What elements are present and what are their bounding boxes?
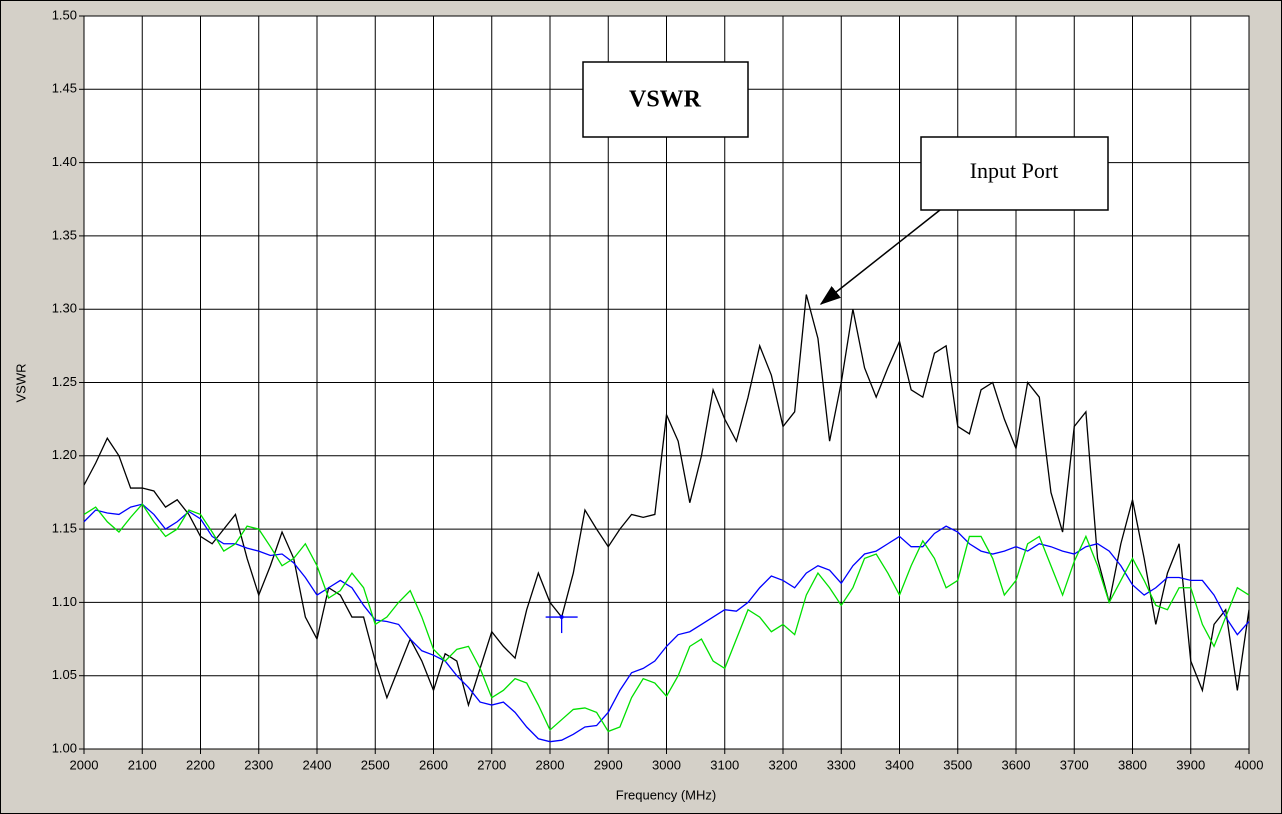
- x-tick-label: 3400: [885, 757, 914, 772]
- x-tick-label: 3100: [710, 757, 739, 772]
- y-tick-label: 1.00: [52, 740, 77, 755]
- x-tick-label: 2200: [186, 757, 215, 772]
- cursor-point: [559, 615, 564, 620]
- y-tick-label: 1.25: [52, 374, 77, 389]
- x-tick-label: 3300: [827, 757, 856, 772]
- annotation-arrow: [819, 209, 941, 305]
- title-box: [582, 61, 749, 138]
- y-tick-label: 1.10: [52, 594, 77, 609]
- series-line: [83, 294, 1250, 708]
- y-tick-label: 1.35: [52, 227, 77, 242]
- annotation-box: [920, 136, 1109, 211]
- x-axis-label: Frequency (MHz): [616, 787, 716, 802]
- x-tick-label: 3800: [1118, 757, 1147, 772]
- x-tick-label: 4000: [1235, 757, 1264, 772]
- y-tick-label: 1.15: [52, 521, 77, 536]
- x-tick-label: 3500: [943, 757, 972, 772]
- x-tick-label: 2400: [303, 757, 332, 772]
- x-tick-label: 3000: [652, 757, 681, 772]
- x-tick-label: 2600: [419, 757, 448, 772]
- x-tick-label: 2500: [361, 757, 390, 772]
- x-tick-label: 2100: [128, 757, 157, 772]
- y-axis-label: VSWR: [13, 364, 28, 403]
- y-tick-label: 1.30: [52, 301, 77, 316]
- annotation-text: Input Port: [970, 158, 1059, 183]
- x-tick-label: 2900: [594, 757, 623, 772]
- x-tick-label: 3600: [1002, 757, 1031, 772]
- x-tick-label: 2700: [477, 757, 506, 772]
- x-tick-label: 3900: [1176, 757, 1205, 772]
- y-tick-label: 1.05: [52, 667, 77, 682]
- y-tick-label: 1.50: [52, 7, 77, 22]
- x-tick-label: 3700: [1060, 757, 1089, 772]
- y-tick-label: 1.45: [52, 81, 77, 96]
- y-tick-label: 1.20: [52, 447, 77, 462]
- x-tick-label: 2800: [536, 757, 565, 772]
- x-tick-label: 2300: [244, 757, 273, 772]
- x-tick-label: 3200: [769, 757, 798, 772]
- series-line: [83, 503, 1250, 743]
- y-tick-label: 1.40: [52, 154, 77, 169]
- series-line: [83, 503, 1250, 733]
- title-annotation: VSWR: [629, 87, 702, 113]
- x-tick-label: 2000: [70, 757, 99, 772]
